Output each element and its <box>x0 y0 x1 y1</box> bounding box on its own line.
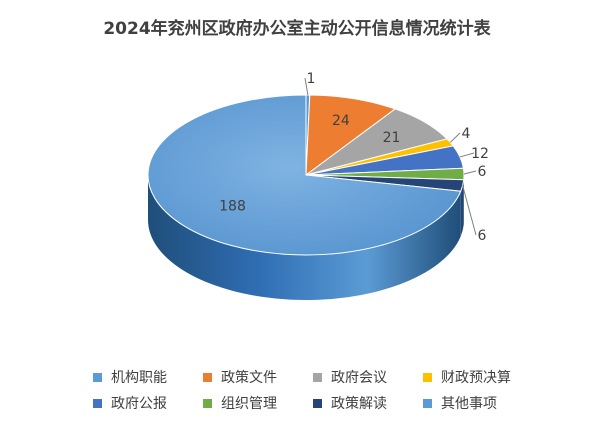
legend-item-3: 财政预决算 <box>423 367 533 387</box>
legend-swatch-1 <box>203 372 212 382</box>
legend: 机构职能 政策文件 政府会议 财政预决算 政府公报 组织管理 政策解读 其他事项 <box>93 364 553 416</box>
legend-swatch-5 <box>203 398 212 408</box>
legend-swatch-0 <box>93 372 102 382</box>
leader-line-3 <box>449 132 461 143</box>
legend-item-1: 政策文件 <box>203 367 313 387</box>
legend-label-7: 其他事项 <box>441 396 497 412</box>
pie-side-7 <box>148 175 461 301</box>
leader-line-5 <box>463 170 477 175</box>
data-label-1: 24 <box>332 113 350 129</box>
legend-swatch-3 <box>423 372 432 382</box>
legend-item-5: 组织管理 <box>203 393 313 413</box>
data-label-0: 1 <box>307 71 316 87</box>
legend-item-6: 政策解读 <box>313 393 423 413</box>
legend-label-4: 政府公报 <box>111 396 167 412</box>
leader-line-4 <box>459 152 475 158</box>
leader-line-6 <box>462 185 477 236</box>
pie-slice-7 <box>147 94 462 256</box>
legend-item-4: 政府公报 <box>93 393 203 413</box>
legend-swatch-6 <box>313 398 322 408</box>
legend-item-7: 其他事项 <box>423 393 533 413</box>
legend-item-0: 机构职能 <box>93 367 203 387</box>
legend-swatch-4 <box>93 398 102 408</box>
legend-item-2: 政府会议 <box>313 367 423 387</box>
leader-line-0 <box>304 77 309 96</box>
legend-label-0: 机构职能 <box>111 370 167 386</box>
chart-title: 2024年兖州区政府办公室主动公开信息情况统计表 <box>103 19 491 39</box>
pie-slice-1 <box>305 94 397 177</box>
legend-swatch-2 <box>313 372 322 382</box>
legend-label-5: 组织管理 <box>221 396 277 412</box>
data-label-5: 6 <box>478 164 487 180</box>
legend-swatch-7 <box>423 398 432 408</box>
legend-label-3: 财政预决算 <box>441 370 511 386</box>
data-label-2: 21 <box>383 130 401 146</box>
legend-label-2: 政府会议 <box>331 370 387 386</box>
data-label-6: 6 <box>478 228 487 244</box>
data-label-3: 4 <box>462 126 471 142</box>
data-label-7: 188 <box>219 198 246 214</box>
legend-label-1: 政策文件 <box>221 370 277 386</box>
legend-label-6: 政策解读 <box>331 396 387 412</box>
pie-side-6 <box>460 179 464 237</box>
data-label-4: 12 <box>471 146 489 162</box>
